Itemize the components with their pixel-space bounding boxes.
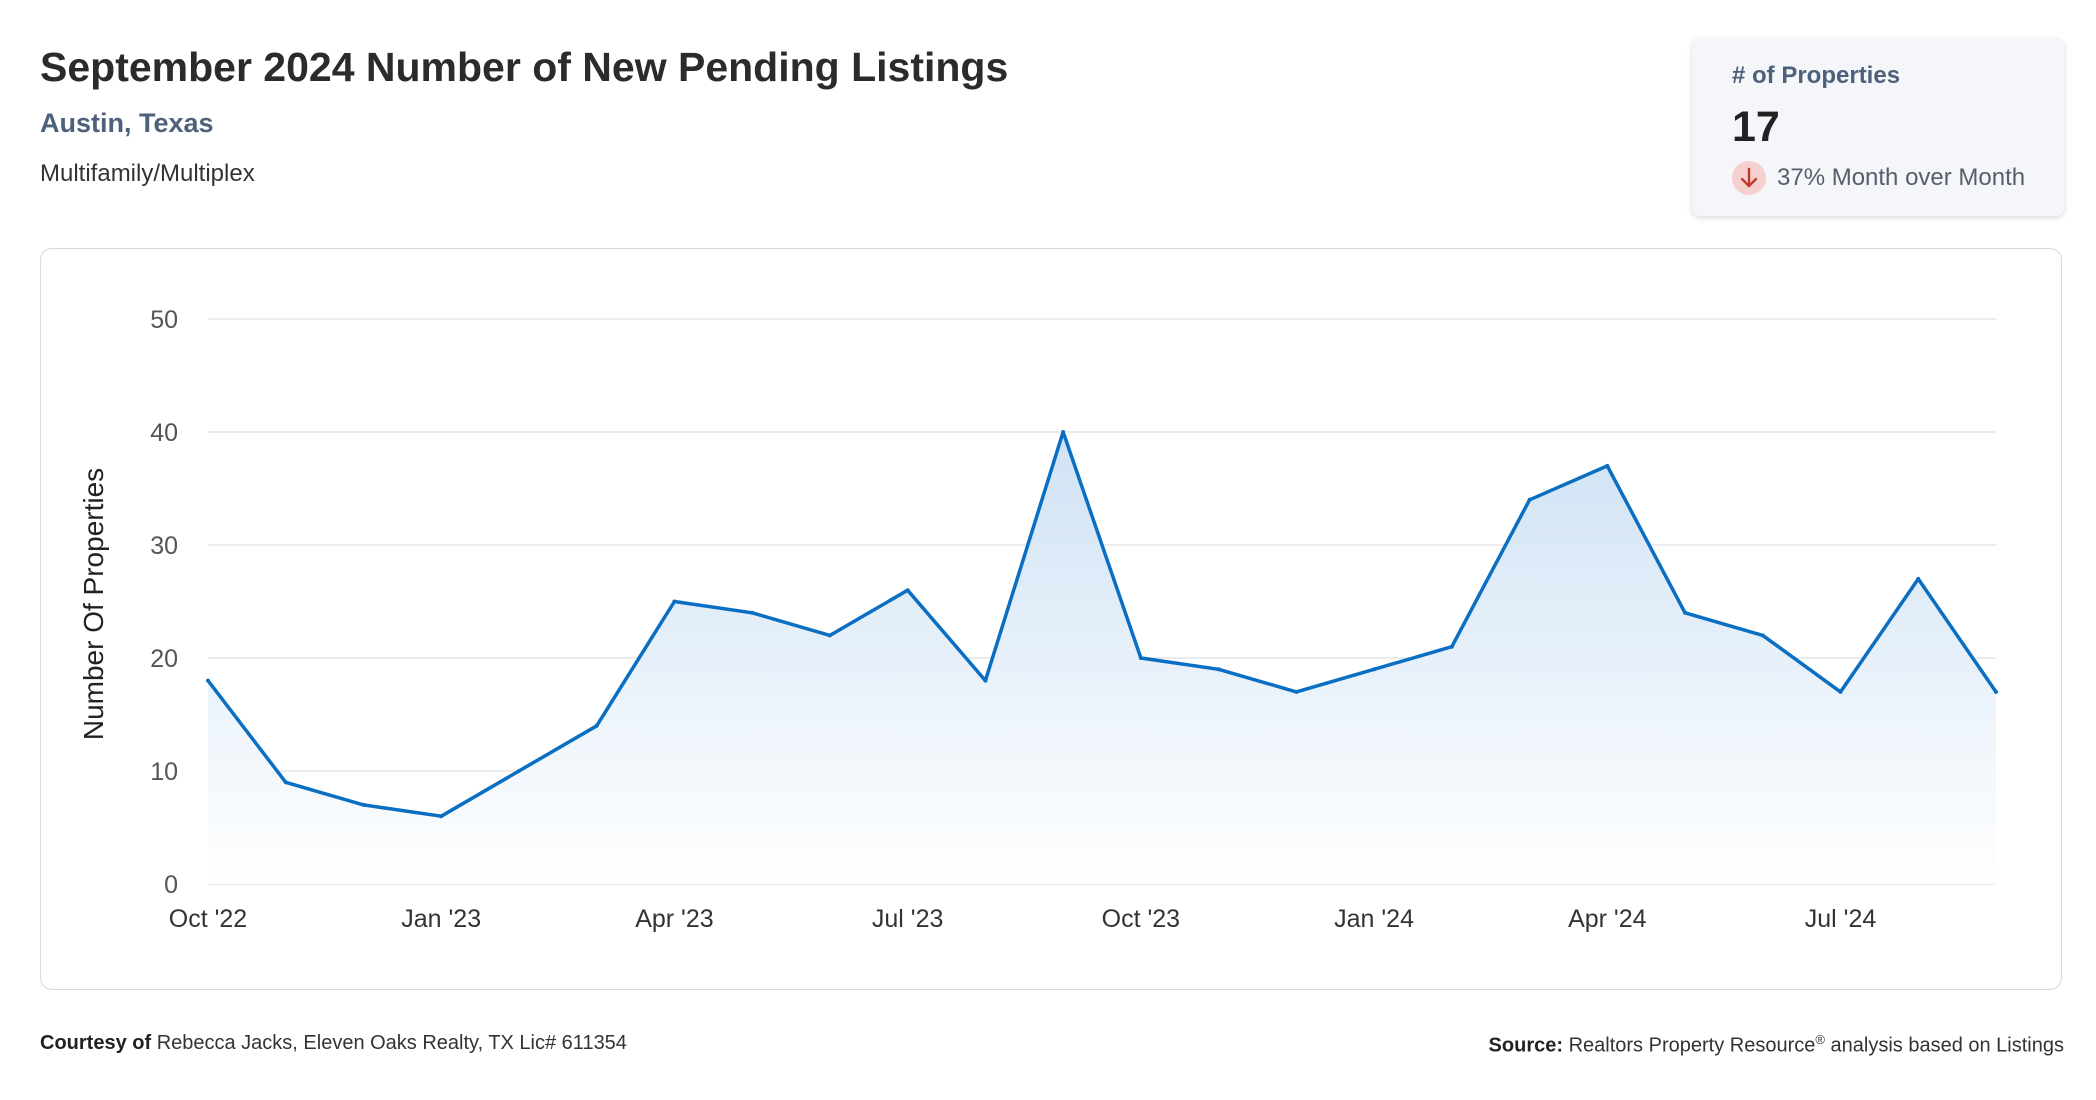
- stat-change: 37% Month over Month: [1732, 160, 2025, 196]
- data-point: [1061, 430, 1066, 434]
- stat-label: # of Properties: [1732, 62, 1901, 89]
- series-area: [208, 432, 1996, 884]
- data-point: [750, 610, 755, 615]
- data-point: [594, 723, 599, 728]
- data-point: [1916, 576, 1921, 581]
- x-tick-label: Oct '23: [1102, 905, 1180, 933]
- y-tick-label: 20: [150, 645, 178, 673]
- data-point: [1994, 689, 1998, 694]
- data-point: [1216, 667, 1221, 672]
- data-point: [1527, 497, 1532, 502]
- data-point: [439, 814, 444, 819]
- data-point: [1372, 667, 1377, 672]
- data-point: [1449, 644, 1454, 649]
- y-tick-label: 50: [150, 306, 178, 334]
- data-point: [1838, 689, 1843, 694]
- y-axis-label: Number Of Properties: [78, 468, 109, 740]
- y-tick-label: 10: [150, 758, 178, 786]
- x-tick-label: Apr '24: [1568, 905, 1647, 933]
- source-text-suffix: analysis based on Listings: [1830, 1034, 2064, 1057]
- series-line: [206, 430, 1998, 818]
- data-points: [206, 430, 1998, 819]
- courtesy-footer: Courtesy of Rebecca Jacks, Eleven Oaks R…: [40, 1032, 627, 1055]
- data-point: [283, 780, 288, 785]
- x-tick-label: Apr '23: [635, 905, 713, 933]
- source-label: Source:: [1488, 1034, 1564, 1057]
- source-footer: Source: Realtors Property Resource® anal…: [1489, 1032, 2064, 1058]
- location-subtitle: Austin, Texas: [40, 108, 214, 138]
- source-text: Realtors Property Resource: [1568, 1034, 1816, 1057]
- courtesy-label: Courtesy of: [40, 1032, 152, 1054]
- data-point: [1138, 656, 1143, 660]
- x-tick-label: Jul '24: [1805, 905, 1877, 933]
- data-point: [1294, 689, 1299, 694]
- data-point: [827, 633, 832, 638]
- y-tick-label: 30: [150, 532, 178, 560]
- data-point: [1683, 610, 1688, 615]
- data-point: [672, 599, 677, 604]
- stat-change-text: 37% Month over Month: [1777, 164, 2026, 191]
- courtesy-text: Rebecca Jacks, Eleven Oaks Realty, TX Li…: [156, 1032, 627, 1054]
- stat-card: # of Properties 17 37% Month over Month: [1692, 38, 2064, 216]
- x-tick-label: Jan '24: [1334, 905, 1414, 933]
- stat-value: 17: [1732, 103, 1780, 151]
- y-tick-label: 0: [164, 871, 178, 899]
- data-point: [361, 802, 366, 807]
- x-tick-label: Jan '23: [401, 905, 481, 933]
- y-axis-ticks: 0 10 20 30 40 50: [150, 306, 178, 899]
- page-title: September 2024 Number of New Pending Lis…: [40, 44, 1009, 90]
- data-point: [1605, 463, 1610, 468]
- y-tick-label: 40: [150, 419, 178, 447]
- arrow-down-icon: [1732, 161, 1766, 195]
- data-point: [983, 678, 988, 683]
- registered-mark: ®: [1815, 1032, 1825, 1047]
- data-point: [905, 588, 910, 593]
- data-point: [206, 678, 210, 683]
- line-chart: 0 10 20 30 40 50 Oct '22 Jan '23 Apr '23 Jul '23…: [78, 306, 1998, 933]
- property-type-label: Multifamily/Multiplex: [40, 160, 255, 187]
- x-tick-label: Jul '23: [872, 905, 943, 933]
- data-point: [516, 769, 521, 773]
- chart-panel: 0 10 20 30 40 50 Oct '22 Jan '23 Apr '23 Jul '23…: [40, 248, 2062, 990]
- x-axis-ticks: Oct '22 Jan '23 Apr '23 Jul '23 Oct '23 Jan '…: [169, 905, 1877, 933]
- data-point: [1760, 633, 1765, 638]
- x-tick-label: Oct '22: [169, 905, 247, 933]
